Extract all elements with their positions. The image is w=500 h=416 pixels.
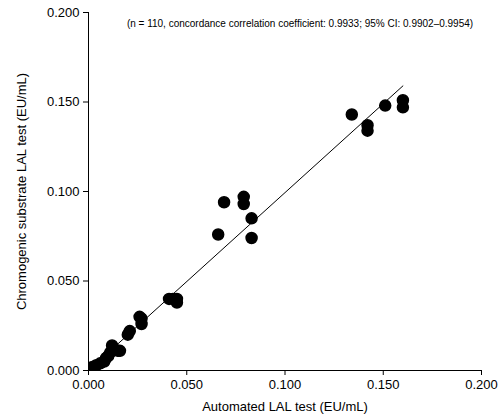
svg-text:0.100: 0.100 bbox=[269, 377, 302, 392]
svg-text:(n = 110, concordance correlat: (n = 110, concordance correlation coeffi… bbox=[127, 18, 473, 29]
svg-text:0.150: 0.150 bbox=[47, 94, 80, 109]
svg-text:0.050: 0.050 bbox=[47, 273, 80, 288]
svg-text:0.150: 0.150 bbox=[367, 377, 400, 392]
svg-text:0.000: 0.000 bbox=[47, 363, 80, 378]
svg-text:Chromogenic substrate LAL test: Chromogenic substrate LAL test (EU/mL) bbox=[14, 73, 29, 310]
svg-text:0.100: 0.100 bbox=[47, 184, 80, 199]
svg-text:0.050: 0.050 bbox=[170, 377, 203, 392]
svg-text:Automated LAL test (EU/mL): Automated LAL test (EU/mL) bbox=[202, 399, 368, 414]
svg-text:0.200: 0.200 bbox=[465, 377, 498, 392]
svg-text:0.000: 0.000 bbox=[72, 377, 105, 392]
svg-text:0.200: 0.200 bbox=[47, 5, 80, 20]
